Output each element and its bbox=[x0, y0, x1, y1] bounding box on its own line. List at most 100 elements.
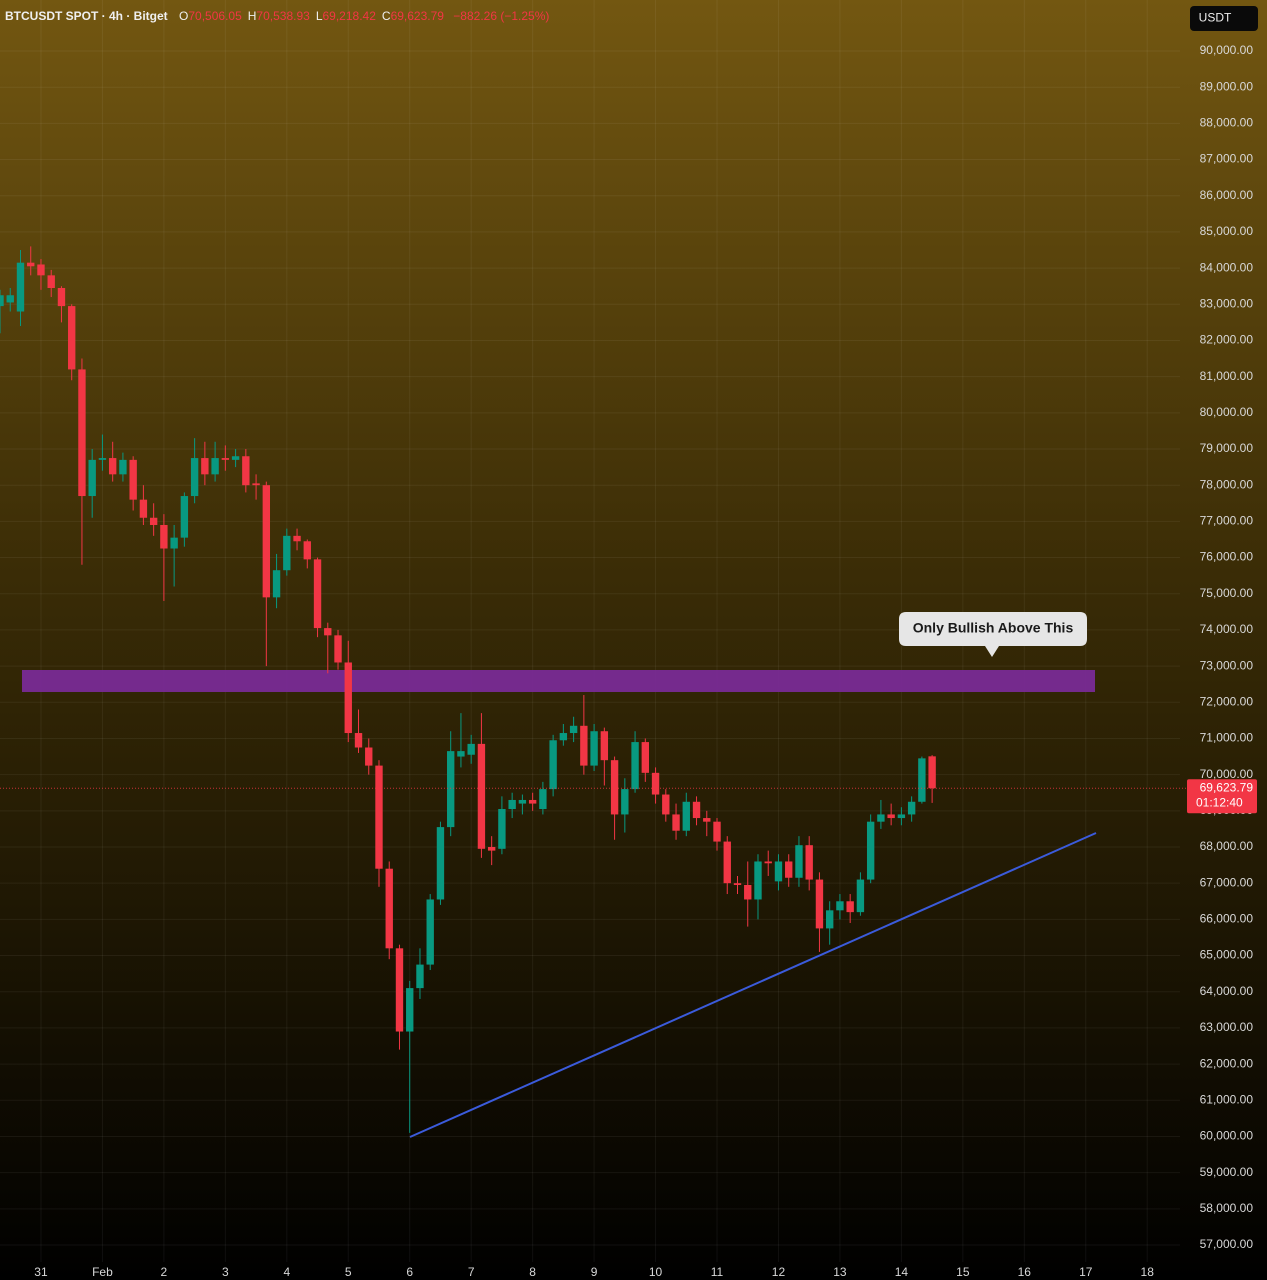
candle-body bbox=[313, 559, 322, 629]
candle-body bbox=[498, 809, 506, 849]
candle-body bbox=[877, 814, 885, 822]
y-tick-label: 78,000.00 bbox=[1200, 477, 1254, 491]
legend-key: C bbox=[382, 9, 391, 23]
countdown: 01:12:40 bbox=[1196, 795, 1243, 809]
x-tick-label: 11 bbox=[711, 1265, 724, 1279]
candle-body bbox=[426, 899, 434, 965]
y-tick-label: 87,000.00 bbox=[1200, 152, 1254, 166]
candle-body bbox=[559, 733, 568, 741]
x-tick-label: 3 bbox=[222, 1265, 229, 1279]
y-tick-label: 57,000.00 bbox=[1200, 1237, 1254, 1251]
candle-body bbox=[16, 262, 25, 312]
candle-body bbox=[37, 264, 45, 276]
candle-body bbox=[283, 535, 291, 571]
legend-key: L bbox=[316, 9, 323, 23]
candle-body bbox=[180, 496, 189, 538]
x-tick-label: 9 bbox=[591, 1265, 598, 1279]
y-tick-label: 72,000.00 bbox=[1200, 694, 1254, 708]
candle-body bbox=[447, 751, 455, 828]
candle-body bbox=[57, 288, 66, 307]
candle-body bbox=[190, 458, 199, 497]
candle-body bbox=[344, 662, 352, 734]
candle-body bbox=[160, 524, 168, 549]
candle-body bbox=[272, 570, 281, 598]
y-tick-label: 63,000.00 bbox=[1200, 1020, 1254, 1034]
y-tick-label: 74,000.00 bbox=[1200, 622, 1254, 636]
candle-body bbox=[539, 789, 547, 810]
candle-body bbox=[108, 458, 117, 475]
candle-body bbox=[856, 879, 865, 913]
candles bbox=[0, 246, 936, 1133]
candle-body bbox=[887, 814, 895, 819]
candle-body bbox=[744, 884, 752, 900]
y-tick-label: 84,000.00 bbox=[1200, 260, 1254, 274]
x-tick-label: Feb bbox=[92, 1265, 113, 1279]
candle-body bbox=[897, 814, 906, 819]
y-tick-label: 86,000.00 bbox=[1200, 188, 1254, 202]
candle-body bbox=[139, 499, 148, 518]
candle-body bbox=[569, 725, 578, 734]
y-tick-label: 85,000.00 bbox=[1200, 224, 1254, 238]
candle-body bbox=[252, 483, 260, 486]
candle-body bbox=[733, 883, 742, 885]
candle-body bbox=[836, 901, 844, 911]
y-tick-label: 77,000.00 bbox=[1200, 514, 1254, 528]
candle-body bbox=[774, 861, 783, 882]
last-price-label: 69,623.79 bbox=[1200, 780, 1254, 794]
last-price-tag bbox=[1187, 779, 1257, 814]
candle-body bbox=[846, 901, 854, 913]
candle-body bbox=[324, 628, 332, 636]
resistance-zone bbox=[22, 670, 1095, 692]
candle-body bbox=[826, 910, 834, 929]
y-tick-label: 65,000.00 bbox=[1200, 948, 1254, 962]
candle-body bbox=[242, 456, 250, 486]
candle-body bbox=[928, 756, 936, 789]
candle-body bbox=[508, 799, 516, 810]
x-tick-label: 8 bbox=[529, 1265, 536, 1279]
candle-body bbox=[815, 879, 824, 929]
candle-body bbox=[0, 295, 4, 307]
candle-body bbox=[723, 841, 731, 884]
y-tick-label: 82,000.00 bbox=[1200, 333, 1254, 347]
candle-body bbox=[795, 845, 803, 878]
candle-body bbox=[262, 485, 271, 598]
candle-body bbox=[805, 845, 813, 880]
candle-body bbox=[918, 758, 926, 802]
legend-value: 69,218.42 bbox=[323, 9, 377, 23]
y-tick-label: 60,000.00 bbox=[1200, 1129, 1254, 1143]
candle-body bbox=[621, 789, 629, 815]
legend-value: 69,623.79 bbox=[391, 9, 445, 23]
y-tick-label: 59,000.00 bbox=[1200, 1165, 1254, 1179]
candle-body bbox=[907, 801, 916, 815]
candle-body bbox=[703, 818, 711, 822]
currency[interactable]: USDT bbox=[1199, 11, 1232, 25]
legend-key: H bbox=[248, 9, 257, 23]
candle-body bbox=[47, 275, 55, 289]
candle-body bbox=[866, 821, 875, 880]
candle-body bbox=[477, 743, 486, 849]
y-tick-label: 81,000.00 bbox=[1200, 369, 1254, 383]
x-tick-label: 18 bbox=[1141, 1265, 1155, 1279]
callout-text: Only Bullish Above This bbox=[913, 620, 1074, 636]
symbol: BTCUSDT SPOT · 4h · Bitget bbox=[5, 9, 168, 23]
y-tick-label: 76,000.00 bbox=[1200, 550, 1254, 564]
candle-body bbox=[68, 306, 76, 370]
x-tick-label: 15 bbox=[956, 1265, 970, 1279]
y-tick-label: 80,000.00 bbox=[1200, 405, 1254, 419]
currency-button[interactable] bbox=[1190, 6, 1258, 31]
x-tick-label: 12 bbox=[772, 1265, 786, 1279]
candle-body bbox=[764, 861, 772, 864]
candle-body bbox=[395, 948, 404, 1032]
y-tick-label: 75,000.00 bbox=[1200, 586, 1254, 600]
trend-line bbox=[409, 832, 1097, 1138]
candle-body bbox=[27, 262, 35, 267]
candle-body bbox=[406, 988, 414, 1032]
candle-body bbox=[221, 458, 230, 460]
candle-body bbox=[682, 801, 690, 831]
x-tick-label: 14 bbox=[895, 1265, 909, 1279]
candle-body bbox=[129, 459, 137, 500]
y-tick-label: 83,000.00 bbox=[1200, 296, 1254, 310]
candle-body bbox=[785, 861, 793, 878]
y-tick-label: 79,000.00 bbox=[1200, 441, 1254, 455]
